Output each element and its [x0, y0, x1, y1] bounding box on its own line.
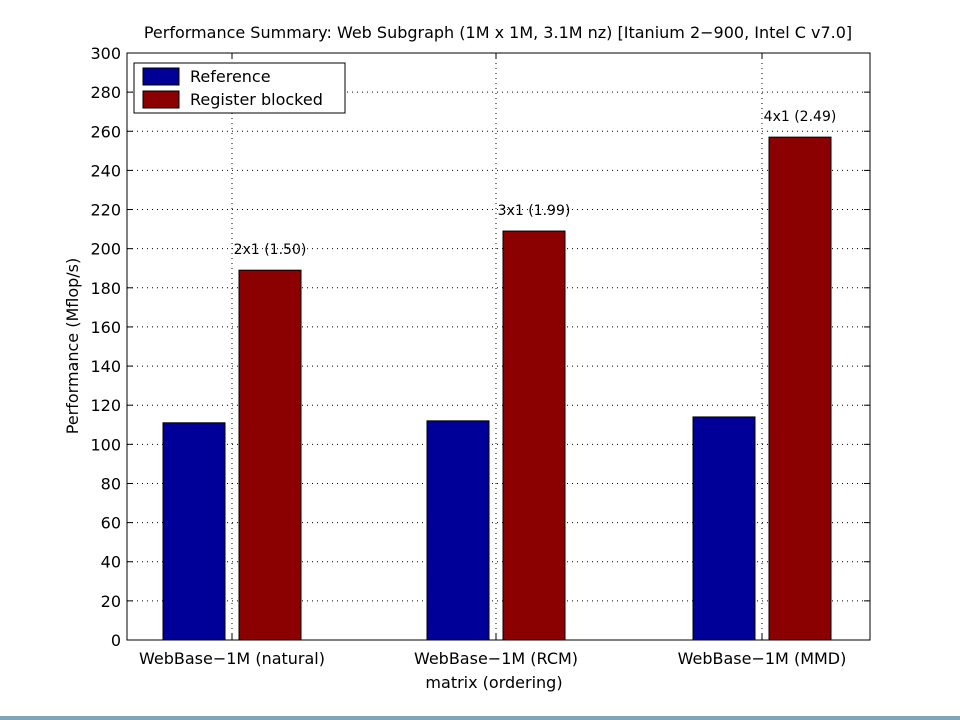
legend-label-reference: Reference — [190, 67, 271, 86]
bar-reference — [162, 422, 226, 641]
y-tick-label: 240 — [90, 161, 121, 180]
bar-register-blocked — [238, 269, 302, 641]
bars — [162, 136, 832, 641]
x-tick-label: WebBase−1M (MMD) — [678, 649, 847, 668]
y-tick-label: 260 — [90, 122, 121, 141]
y-tick-label: 80 — [101, 474, 121, 493]
y-tick-label: 20 — [101, 592, 121, 611]
x-tick-label: WebBase−1M (natural) — [139, 649, 325, 668]
y-tick-label: 220 — [90, 201, 121, 220]
bar-annotations: 2x1 (1.50) 3x1 (1.99) 4x1 (2.49) — [234, 109, 837, 258]
y-axis-label: Performance (Mflop/s) — [63, 258, 82, 435]
legend: Reference Register blocked — [133, 62, 346, 114]
y-axis: 0 20 40 60 80 100 120 140 160 180 200 220 240 260 280 3… — [90, 44, 870, 650]
plot-frame — [126, 52, 871, 641]
y-tick-label: 0 — [111, 631, 121, 650]
y-tick-label: 160 — [90, 318, 121, 337]
y-tick-label: 100 — [90, 435, 121, 454]
bar-register-blocked — [768, 136, 832, 641]
y-tick-label: 200 — [90, 240, 121, 259]
bar-reference — [692, 416, 756, 641]
x-axis-label: matrix (ordering) — [425, 673, 562, 692]
legend-swatch-register-blocked — [142, 90, 180, 109]
bar-reference — [426, 420, 490, 641]
legend-label-register-blocked: Register blocked — [190, 90, 323, 109]
plot-area — [127, 53, 870, 640]
bar-annotation: 4x1 (2.49) — [764, 109, 837, 125]
bar-register-blocked — [502, 230, 566, 641]
bar-annotation: 3x1 (1.99) — [498, 203, 571, 219]
y-tick-label: 300 — [90, 44, 121, 63]
y-tick-label: 40 — [101, 553, 121, 572]
y-tick-label: 280 — [90, 83, 121, 102]
window-bottom-border — [0, 716, 960, 720]
y-tick-label: 60 — [101, 514, 121, 533]
bar-annotation: 2x1 (1.50) — [234, 242, 307, 258]
x-axis: WebBase−1M (natural) WebBase−1M (RCM) WebB… — [139, 53, 846, 668]
y-tick-label: 180 — [90, 279, 121, 298]
chart-title: Performance Summary: Web Subgraph (1M x … — [144, 23, 852, 42]
x-tick-label: WebBase−1M (RCM) — [414, 649, 578, 668]
legend-swatch-reference — [142, 67, 180, 86]
y-tick-label: 120 — [90, 396, 121, 415]
y-tick-label: 140 — [90, 357, 121, 376]
